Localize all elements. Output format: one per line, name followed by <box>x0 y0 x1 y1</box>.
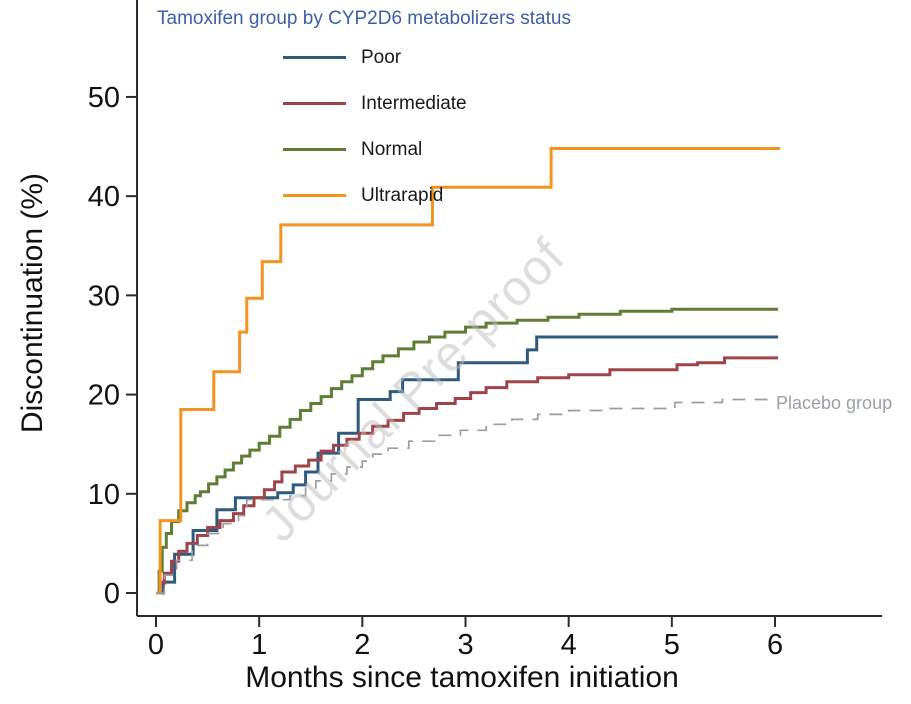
y-axis-title: Discontinuation (%) <box>16 172 49 434</box>
legend-line-swatch <box>283 148 346 151</box>
legend-item-poor: Poor <box>283 46 571 68</box>
legend-item-label: Normal <box>361 138 423 160</box>
legend-title: Tamoxifen group by CYP2D6 metabolizers s… <box>157 8 571 29</box>
legend-item-ultrarapid: Ultrarapid <box>283 184 571 206</box>
x-axis-title: Months since tamoxifen initiation <box>245 661 679 694</box>
axis-lines <box>136 0 882 617</box>
legend-line-swatch <box>283 56 346 59</box>
y-tick-label: 10 <box>88 479 120 511</box>
legend-line-swatch <box>283 102 346 105</box>
series-curve-placebo-group <box>156 398 770 594</box>
legend-line-swatch <box>283 194 346 197</box>
x-tick-label: 3 <box>457 629 473 661</box>
legend-item-label: Ultrarapid <box>361 184 444 206</box>
y-tick-label: 40 <box>88 181 120 213</box>
legend-items: Poor Intermediate Normal Ultrarapid <box>157 46 571 206</box>
x-tick-label: 0 <box>148 629 164 661</box>
y-tick-label: 20 <box>88 380 120 412</box>
y-tick-label: 30 <box>88 280 120 312</box>
x-tick-label: 6 <box>767 629 783 661</box>
legend-item-label: Poor <box>361 46 402 68</box>
x-tick-label: 4 <box>561 629 577 661</box>
y-tick-label: 0 <box>104 578 120 610</box>
series-curve-intermediate <box>156 356 779 595</box>
placebo-group-label: Placebo group <box>776 393 893 413</box>
series-curve-normal <box>156 307 779 595</box>
legend-item-normal: Normal <box>283 138 571 160</box>
legend: Tamoxifen group by CYP2D6 metabolizers s… <box>157 8 571 206</box>
legend-item-intermediate: Intermediate <box>283 92 571 114</box>
y-tick-label: 50 <box>88 82 120 114</box>
x-tick-label: 2 <box>354 629 370 661</box>
x-tick-label: 1 <box>251 629 267 661</box>
legend-item-label: Intermediate <box>361 92 467 114</box>
series-curve-ultrarapid <box>156 147 781 595</box>
x-tick-label: 5 <box>664 629 680 661</box>
